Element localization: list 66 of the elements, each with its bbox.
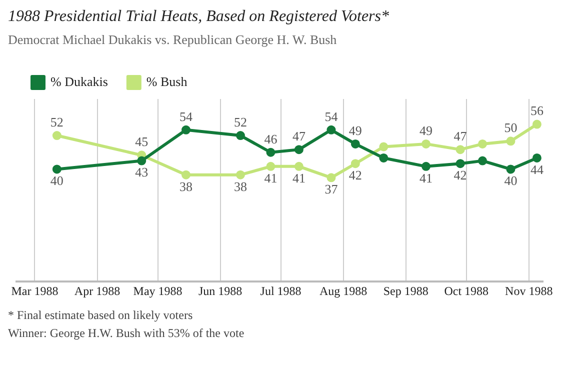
point [379,142,388,152]
legend-label: % Dukakis [50,74,108,89]
point [422,162,431,171]
point [182,170,191,180]
x-tick-label: Jul 1988 [260,284,302,298]
x-tick-label: Nov 1988 [505,284,553,298]
data-label: 49 [348,122,362,138]
data-label: 42 [348,168,362,183]
data-label: 46 [264,131,278,146]
text: * Final estimate based on likely voters [8,308,194,323]
point [294,162,304,171]
data-label: 38 [234,178,247,194]
data-label: 50 [504,120,518,136]
point [350,139,360,148]
data-label: 56 [530,103,544,118]
data-label: 41 [264,170,278,186]
x-tick-label: Sep 1988 [383,284,428,298]
chart-title: 1988 Presidential Trial Heats, Based on Registered Voters* [8,8,390,26]
data-label: 41 [420,170,433,186]
text: Winner: George H.W. Bush with 53% of the vote [8,326,246,341]
x-tick-label: Aug 1988 [319,284,368,298]
data-label: 45 [135,134,148,150]
point [326,173,336,182]
data-label: 52 [234,114,247,130]
point [422,139,431,148]
point [52,131,62,140]
data-label: 54 [180,108,194,124]
data-label: 40 [50,173,64,188]
data-label: 41 [292,170,306,186]
point [456,145,465,154]
point [294,145,304,154]
point [532,120,542,129]
point [182,125,191,134]
data-label: 47 [454,128,468,144]
point [379,153,388,162]
point [236,170,245,180]
chart-subtitle: Democrat Michael Dukakis vs. Republican George H. W. Bush [8,32,338,48]
data-label: 44 [530,162,544,177]
data-label: 38 [180,178,193,194]
x-tick-label: May 1988 [133,284,182,298]
legend-label: % Bush [146,74,188,89]
data-label: 54 [324,108,338,124]
point [456,159,465,168]
point [350,159,360,168]
data-label: 52 [50,114,64,130]
data-label: 42 [454,168,467,183]
data-label: 47 [292,128,306,144]
point [266,162,276,171]
point [52,164,62,174]
x-tick-label: Apr 1988 [74,284,120,298]
point [506,136,516,146]
data-label: 37 [324,182,338,197]
point [236,131,245,140]
data-label: 49 [420,122,433,138]
point [266,148,276,157]
point [137,156,146,166]
point [478,156,487,166]
data-label: 43 [135,164,148,180]
x-tick-label: Oct 1988 [444,284,489,298]
x-tick-label: Jun 1988 [198,284,242,298]
point [506,164,516,174]
data-label: 40 [504,173,518,188]
x-tick-label: Mar 1988 [11,284,58,298]
point [478,139,487,148]
point [326,125,336,134]
point [532,153,542,162]
